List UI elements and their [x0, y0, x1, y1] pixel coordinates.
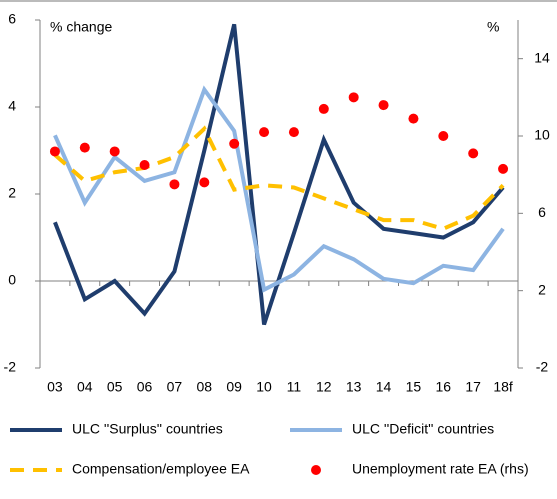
data-point: [199, 177, 210, 188]
legend-marker: [311, 465, 321, 475]
data-point: [139, 160, 150, 170]
data-point: [348, 92, 359, 103]
x-tick-label: 03: [47, 379, 63, 395]
data-point: [408, 113, 419, 124]
x-tick-label: 08: [197, 379, 213, 395]
data-point: [378, 100, 389, 111]
data-point: [109, 146, 120, 157]
y-tick-label: 6: [8, 11, 16, 27]
x-tick-label: 15: [406, 379, 422, 395]
data-point: [49, 146, 60, 157]
x-tick-label: 14: [376, 379, 392, 395]
data-line: [53, 125, 505, 231]
y2-tick-label: 10: [534, 127, 550, 143]
x-tick-label: 07: [167, 379, 183, 395]
data-point: [229, 138, 240, 149]
y-tick-label: 4: [8, 98, 16, 114]
x-tick-label: 13: [346, 379, 362, 395]
y2-axis-label: %: [487, 19, 499, 35]
x-tick-label: 05: [107, 379, 123, 395]
data-point: [79, 142, 90, 153]
data-point: [438, 131, 449, 141]
legend-label: ULC ''Surplus'' countries: [72, 421, 223, 437]
data-point: [259, 127, 270, 138]
y-tick-label: 2: [8, 185, 16, 201]
data-line: [53, 23, 505, 326]
data-point: [318, 103, 329, 114]
x-tick-label: 04: [77, 379, 93, 395]
legend-label: ULC ''Deficit'' countries: [352, 421, 494, 437]
y2-tick-label: 2: [538, 281, 546, 297]
x-tick-label: 09: [226, 379, 242, 395]
data-point: [498, 163, 509, 174]
y-axis-label: % change: [50, 19, 112, 35]
y-tick-label: -2: [4, 359, 17, 375]
x-tick-label: 11: [287, 379, 302, 395]
x-tick-label: 10: [256, 379, 272, 395]
data-line: [53, 85, 505, 293]
x-tick-label: 18f: [493, 379, 513, 395]
x-tick-label: 06: [137, 379, 153, 395]
y2-tick-label: 6: [538, 204, 546, 220]
y-tick-label: 0: [8, 272, 16, 288]
x-tick-label: 16: [436, 379, 452, 395]
y2-tick-label: -2: [536, 359, 549, 375]
x-tick-label: 12: [316, 379, 332, 395]
data-point: [169, 179, 180, 190]
y2-tick-label: 14: [534, 49, 550, 65]
legend-label: Compensation/employee EA: [72, 461, 250, 477]
legend-label: Unemployment rate EA (rhs): [352, 461, 529, 477]
x-tick-label: 17: [465, 379, 481, 395]
data-point: [468, 148, 479, 159]
data-point: [288, 127, 299, 138]
